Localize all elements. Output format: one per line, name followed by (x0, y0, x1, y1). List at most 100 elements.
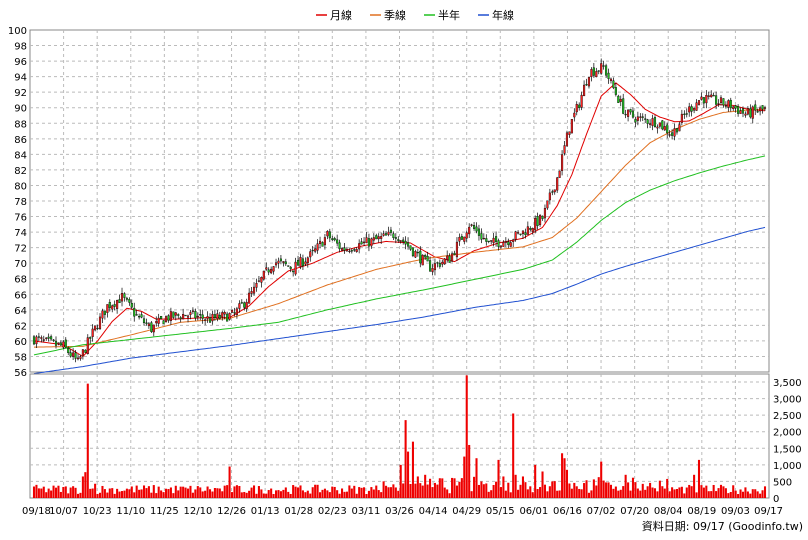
candle-down (64, 339, 67, 348)
candle-up (668, 134, 671, 136)
candle-up (546, 200, 549, 209)
volume-bar (223, 485, 226, 498)
candle-up (355, 249, 358, 252)
volume-bar (712, 484, 715, 498)
volume-bar (426, 484, 429, 498)
volume-bar (473, 476, 476, 498)
volume-bar (218, 488, 221, 498)
price-tick-label: 70 (14, 259, 27, 270)
volume-bar (700, 485, 703, 498)
candle-up (517, 232, 520, 234)
candle-up (306, 257, 309, 263)
candle-up (651, 118, 654, 126)
volume-bar (580, 489, 583, 498)
candle-down (350, 250, 353, 252)
candle-down (375, 235, 378, 240)
candle-up (40, 337, 43, 339)
volume-bar (294, 486, 297, 498)
candle-up (265, 267, 268, 270)
volume-bar (350, 488, 353, 498)
candle-down (438, 263, 441, 267)
candle-up (147, 323, 150, 327)
volume-bar (558, 490, 561, 498)
volume-bar (568, 483, 571, 498)
price-tick-label: 90 (14, 104, 27, 115)
legend-label-0: 月線 (330, 8, 352, 22)
volume-bar (275, 490, 278, 498)
candle-down (712, 95, 715, 97)
candle-up (575, 104, 578, 113)
volume-bar (524, 482, 527, 498)
candle-down (397, 239, 400, 241)
volume-bar (658, 480, 661, 498)
candle-up (362, 241, 366, 244)
volume-bar (759, 493, 762, 498)
volume-bar (543, 484, 547, 498)
candle-up (678, 124, 681, 132)
candle-down (279, 258, 282, 262)
volume-bar (160, 490, 163, 498)
candle-down (37, 336, 40, 338)
volume-bar (155, 493, 158, 498)
volume-bar (321, 489, 324, 498)
candle-up (340, 248, 344, 251)
volume-bar (448, 493, 451, 498)
candle-down (301, 258, 304, 267)
candle-up (710, 94, 713, 98)
volume-bar (590, 490, 593, 498)
volume-bar (414, 483, 417, 498)
candle-down (641, 116, 644, 118)
candle-up (502, 242, 505, 247)
candle-up (609, 78, 613, 81)
candle-up (619, 98, 622, 102)
volume-tick-label: 0 (773, 494, 779, 505)
candle-down (89, 336, 92, 339)
candle-up (700, 96, 703, 100)
volume-bar (614, 486, 617, 498)
candle-down (172, 311, 175, 318)
candle-down (685, 113, 688, 115)
price-tick-label: 56 (14, 368, 27, 379)
volume-bar (565, 469, 569, 498)
candle-up (490, 240, 493, 242)
volume-bar (595, 485, 598, 498)
candle-down (150, 322, 153, 332)
price-tick-label: 100 (8, 26, 27, 37)
volume-bar (578, 488, 581, 498)
volume-bar (751, 489, 754, 498)
candle-down (761, 105, 764, 110)
moving-average-lines (33, 82, 766, 375)
candle-down (402, 239, 405, 242)
volume-bar (314, 484, 317, 498)
price-tick-label: 94 (14, 73, 27, 84)
candle-down (162, 320, 165, 325)
volume-bar (436, 484, 439, 498)
date-tick-label: 12/26 (217, 506, 246, 517)
volume-bar (248, 490, 251, 498)
volume-bar (431, 487, 434, 498)
candle-down (392, 233, 395, 238)
candle-up (255, 283, 258, 288)
volume-bar (399, 464, 402, 498)
price-tick-label: 72 (14, 244, 27, 255)
volume-bar (250, 487, 253, 498)
volume-bar (443, 487, 446, 498)
volume-bar (213, 487, 216, 498)
volume-bar (365, 494, 368, 498)
price-grid (30, 30, 769, 372)
candle-down (754, 104, 757, 111)
candle-down (135, 314, 138, 316)
candle-down (749, 108, 752, 118)
volume-bar (316, 484, 319, 498)
candle-down (487, 240, 490, 243)
volume-bar (230, 492, 234, 498)
candle-up (221, 312, 224, 318)
candle-down (453, 252, 456, 255)
candle-down (128, 298, 131, 303)
candle-up (370, 238, 373, 247)
candle-up (238, 303, 241, 309)
candle-down (296, 259, 300, 266)
candle-down (140, 314, 143, 318)
volume-bar (690, 486, 693, 498)
volume-bar (306, 490, 309, 498)
